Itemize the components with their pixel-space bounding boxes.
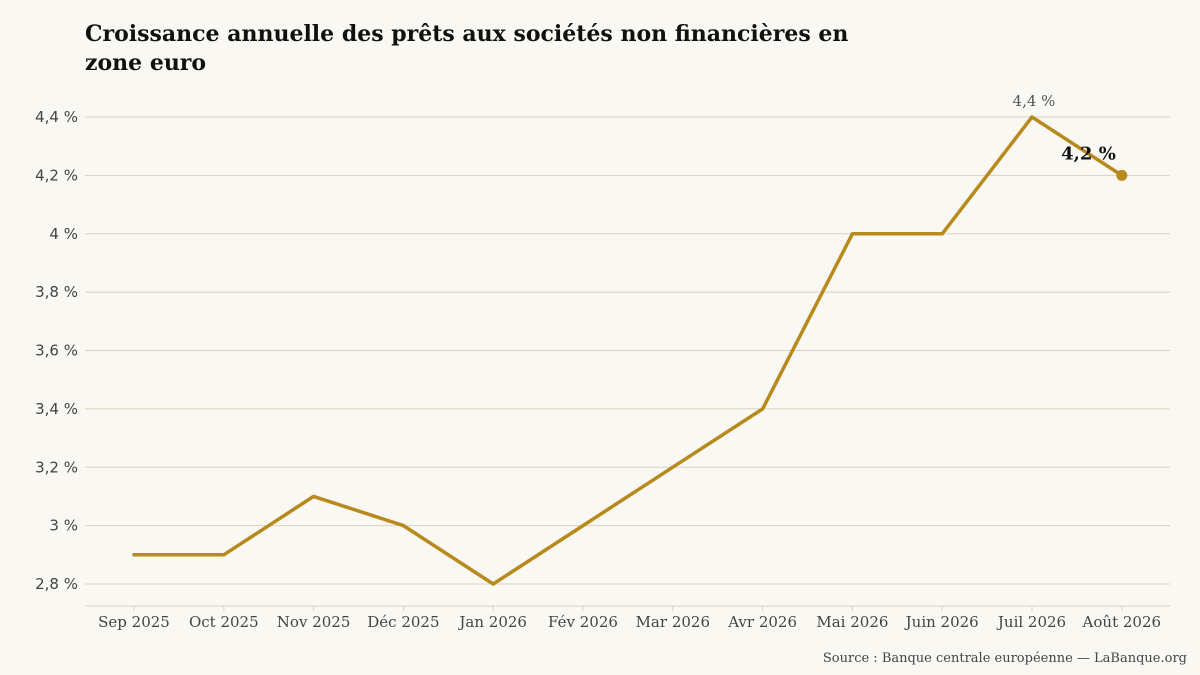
x-tick-label: Mai 2026 <box>816 613 888 631</box>
y-tick-label: 3,2 % <box>35 458 78 476</box>
x-tick-label: Jan 2026 <box>457 613 527 631</box>
y-axis-ticks: 2,8 % 3 % 3,2 % 3,4 % 3,6 % 3,8 % 4 % 4,2 % 4,4 … <box>35 108 78 593</box>
source-note: Source : Banque centrale européenne — La… <box>822 651 1187 666</box>
x-tick-label: Juil 2026 <box>996 613 1066 631</box>
x-tick-label: Nov 2025 <box>277 613 351 631</box>
y-tick-label: 3,4 % <box>35 400 78 418</box>
y-tick-label: 4 % <box>49 225 78 243</box>
y-tick-label: 3 % <box>49 517 78 535</box>
series-line <box>132 115 1124 586</box>
x-tick-label: Fév 2026 <box>548 613 618 631</box>
x-tick-label: Avr 2026 <box>727 613 797 631</box>
y-tick-label: 4,4 % <box>35 108 78 126</box>
annotations: 4,4 % 4,2 % <box>1013 92 1128 181</box>
chart-title: Croissance annuelle des prêts aux sociét… <box>85 21 849 76</box>
x-tick-label: Déc 2025 <box>367 613 439 631</box>
y-tick-label: 2,8 % <box>35 575 78 593</box>
y-tick-label: 3,6 % <box>35 342 78 360</box>
last-point-marker <box>1116 169 1128 181</box>
x-tick-label: Mar 2026 <box>636 613 710 631</box>
peak-value-label: 4,4 % <box>1013 92 1056 110</box>
x-axis-ticks: Sep 2025 Oct 2025 Nov 2025 Déc 2025 Jan 2026… <box>98 606 1161 631</box>
x-tick-label: Août 2026 <box>1082 613 1162 631</box>
x-tick-label: Oct 2025 <box>189 613 259 631</box>
y-tick-label: 4,2 % <box>35 166 78 184</box>
gridlines <box>85 116 1170 585</box>
x-tick-label: Sep 2025 <box>98 613 170 631</box>
last-value-label: 4,2 % <box>1061 143 1116 164</box>
y-tick-label: 3,8 % <box>35 283 78 301</box>
x-tick-label: Juin 2026 <box>904 613 979 631</box>
